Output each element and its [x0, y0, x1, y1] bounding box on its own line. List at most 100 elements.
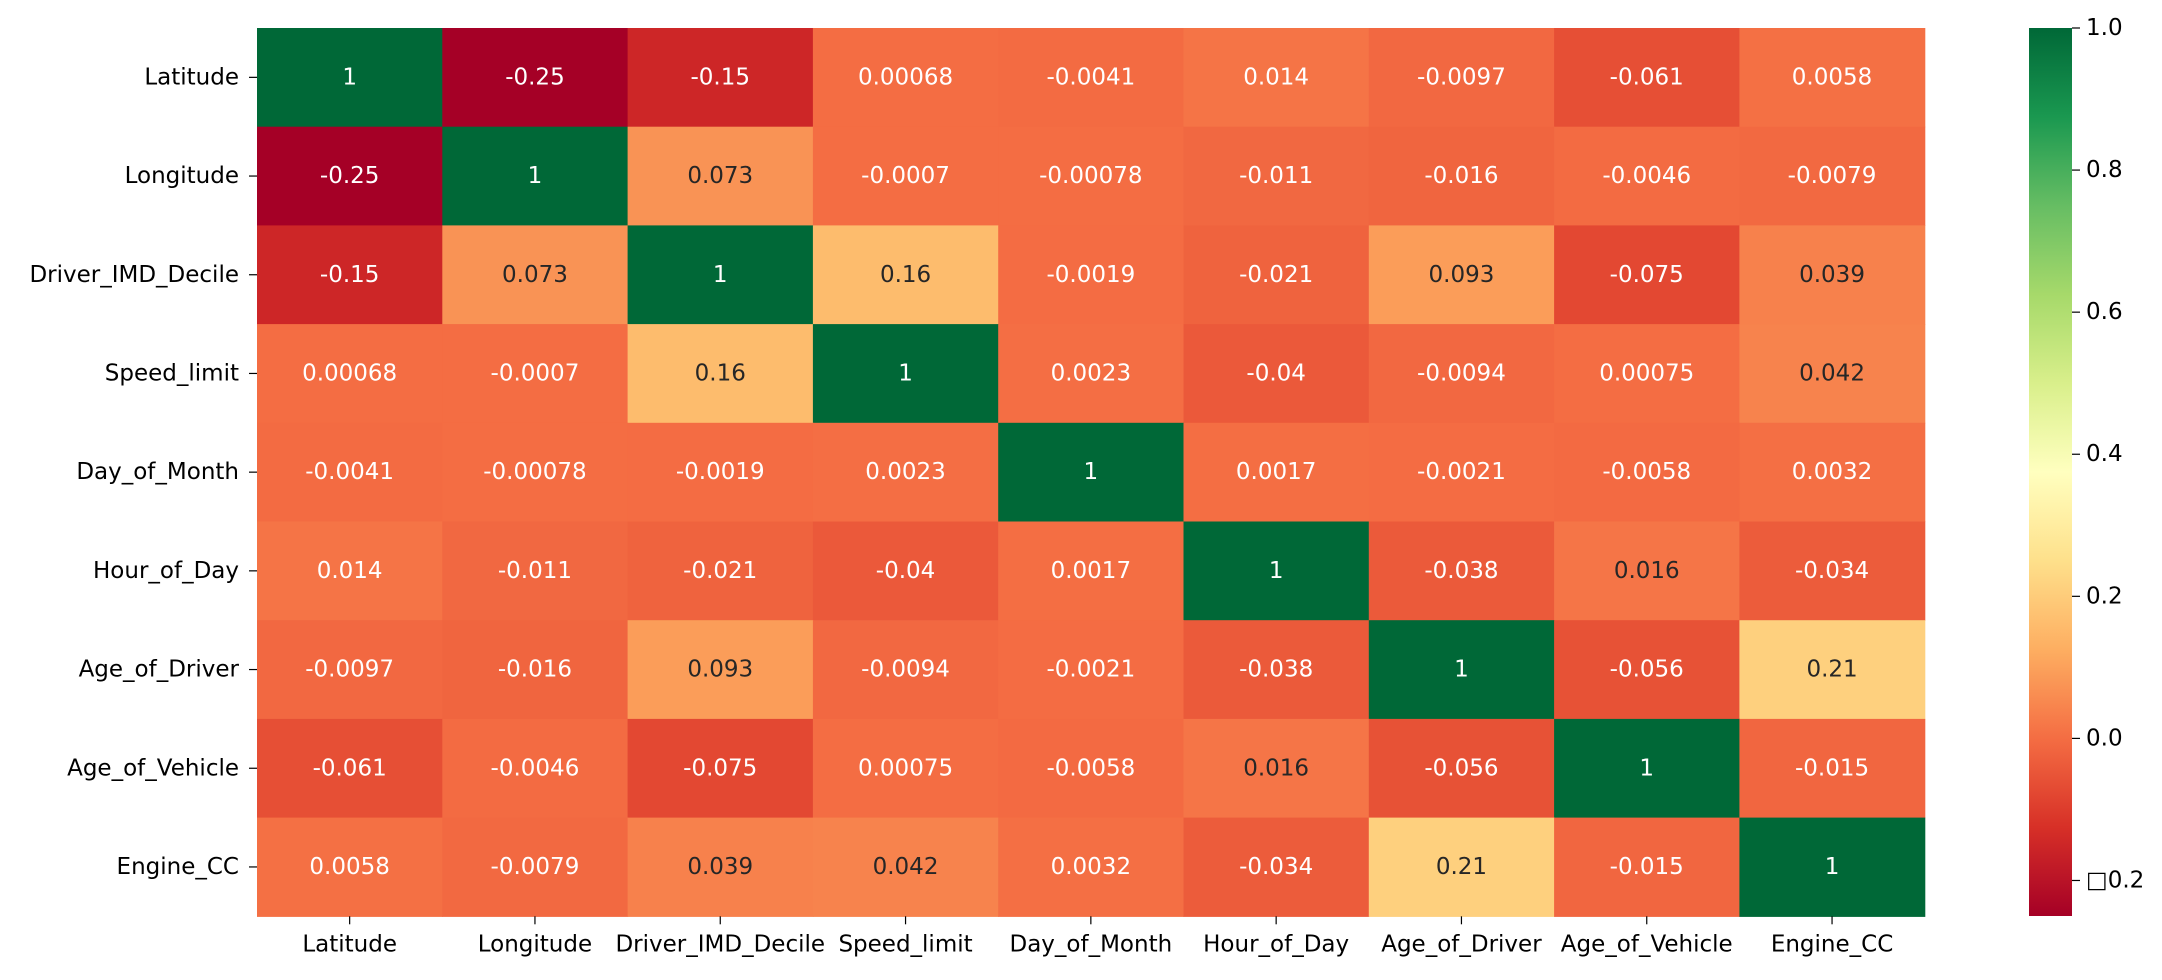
heatmap-cell: [812, 422, 999, 523]
heatmap-cell-value: 0.0017: [1051, 558, 1131, 584]
colorbar-tick-label: 0.6: [2086, 299, 2123, 325]
heatmap-cell-value: 1: [1825, 854, 1840, 880]
heatmap-cell-value: 0.16: [695, 360, 746, 386]
heatmap-cell-value: 0.073: [687, 163, 753, 189]
heatmap-cell: [1368, 718, 1555, 819]
heatmap-cell-value: -0.0041: [1046, 64, 1135, 90]
heatmap-cell-value: 0.039: [687, 854, 753, 880]
colorbar: [2029, 28, 2072, 916]
heatmap-cell: [627, 324, 814, 424]
colorbar-tick-label: 0.8: [2086, 157, 2123, 183]
heatmap-cell-value: -0.25: [320, 163, 380, 189]
heatmap-cell: [1183, 422, 1370, 523]
heatmap-cell-value: -0.25: [505, 64, 565, 90]
y-tick-label: Hour_of_Day: [93, 558, 239, 584]
heatmap-cell: [1368, 28, 1555, 128]
heatmap-cell: [1368, 126, 1555, 226]
heatmap-cell-value: -0.04: [876, 558, 936, 584]
heatmap-cell: [812, 817, 999, 917]
colorbar-axis: □0.2 0.0 0.2 0.4 0.6 0.8 1.0: [2072, 15, 2144, 893]
heatmap-cell-value: -0.021: [1239, 262, 1313, 288]
heatmap-cell: [257, 422, 443, 523]
heatmap-cell-value: 0.014: [317, 558, 383, 584]
heatmap-cell: [812, 620, 999, 720]
heatmap-cell-value: -0.0019: [1046, 262, 1135, 288]
heatmap-cell: [1183, 521, 1370, 621]
heatmap-cell: [442, 28, 629, 128]
heatmap-cell-value: -0.011: [498, 558, 572, 584]
heatmap-cell-value: 1: [1269, 558, 1284, 584]
heatmap-cell-value: -0.0094: [1417, 360, 1506, 386]
heatmap-cell: [627, 620, 814, 720]
heatmap-cell-value: 0.016: [1243, 755, 1309, 781]
heatmap-cell: [627, 422, 814, 523]
heatmap-cell-value: 1: [1084, 459, 1099, 485]
heatmap-cell-value: 0.014: [1243, 64, 1309, 90]
heatmap-cell-value: -0.0058: [1602, 459, 1691, 485]
heatmap-cell-value: 1: [898, 360, 913, 386]
heatmap-cell-value: -0.0019: [676, 459, 765, 485]
heatmap-cell-value: 0.00068: [858, 64, 953, 90]
heatmap-cell-value: 0.00075: [1599, 360, 1694, 386]
x-tick-label: Speed_limit: [838, 931, 972, 957]
heatmap-cell: [1554, 521, 1740, 621]
heatmap-cell-value: 1: [1454, 657, 1469, 683]
heatmap-cell: [257, 126, 443, 226]
heatmap-cell: [1739, 324, 1926, 424]
heatmap-cell: [1739, 225, 1926, 325]
heatmap-cell-value: -0.0094: [861, 657, 950, 683]
heatmap-cell: [257, 28, 443, 128]
colorbar-tick-label: 0.4: [2086, 441, 2123, 467]
heatmap-cell-value: -0.00078: [1039, 163, 1142, 189]
heatmap-cell: [1183, 225, 1370, 325]
heatmap-cell: [1739, 28, 1926, 128]
heatmap-cell: [998, 718, 1185, 819]
heatmap-cell: [442, 521, 629, 621]
heatmap-cell-value: 0.0023: [1051, 360, 1131, 386]
heatmap-cell: [627, 28, 814, 128]
heatmap-cell-value: 0.16: [880, 262, 931, 288]
heatmap-cell-value: -0.011: [1239, 163, 1313, 189]
heatmap-cell-value: -0.00078: [483, 459, 586, 485]
colorbar-tick-label: 0.0: [2086, 725, 2123, 751]
y-tick-label: Engine_CC: [117, 854, 239, 880]
heatmap-cell-value: -0.0097: [305, 657, 394, 683]
heatmap-cell: [627, 718, 814, 819]
heatmap-cell: [1368, 521, 1555, 621]
heatmap-cell-value: 0.042: [1799, 360, 1865, 386]
heatmap-cell-value: -0.015: [1610, 854, 1684, 880]
heatmap-cell: [812, 521, 999, 621]
heatmap-cell-value: 0.21: [1436, 854, 1487, 880]
heatmap-cell-value: 1: [713, 262, 728, 288]
heatmap-cell-value: 0.073: [502, 262, 568, 288]
heatmap-cell: [442, 422, 629, 523]
heatmap-cell-value: 1: [528, 163, 543, 189]
heatmap-cell: [998, 126, 1185, 226]
x-tick-label: Driver_IMD_Decile: [615, 931, 825, 957]
y-tick-label: Longitude: [125, 163, 239, 189]
heatmap-cell: [1183, 817, 1370, 917]
heatmap-cell: [1739, 817, 1926, 917]
x-tick-label: Age_of_Driver: [1381, 931, 1542, 957]
heatmap-cell-value: 1: [1639, 755, 1654, 781]
heatmap-cell: [442, 620, 629, 720]
heatmap-cell: [1554, 28, 1740, 128]
heatmap-cell-value: 0.039: [1799, 262, 1865, 288]
heatmap-cell: [1368, 225, 1555, 325]
heatmap-cell: [1554, 324, 1740, 424]
heatmap-cell-value: -0.0021: [1417, 459, 1506, 485]
heatmap-cell: [257, 817, 443, 917]
heatmap-cell-value: 0.0058: [309, 854, 389, 880]
heatmap-cell: [998, 620, 1185, 720]
heatmap-cell: [998, 817, 1185, 917]
heatmap-cell-labels: 1 -0.25 -0.15 0.00068 -0.0041 0.014 -0.0097 -0.…: [302, 64, 1876, 880]
heatmap-cell-value: -0.0046: [491, 755, 580, 781]
heatmap-cell-value: -0.038: [1424, 558, 1498, 584]
colorbar-tick-label: 1.0: [2086, 15, 2123, 41]
heatmap-cell: [257, 620, 443, 720]
heatmap-cell-value: -0.015: [1795, 755, 1869, 781]
y-tick-label: Day_of_Month: [76, 459, 239, 485]
x-tick-label: Hour_of_Day: [1203, 931, 1349, 957]
heatmap-cell: [1739, 521, 1926, 621]
y-tick-label: Latitude: [144, 64, 239, 90]
